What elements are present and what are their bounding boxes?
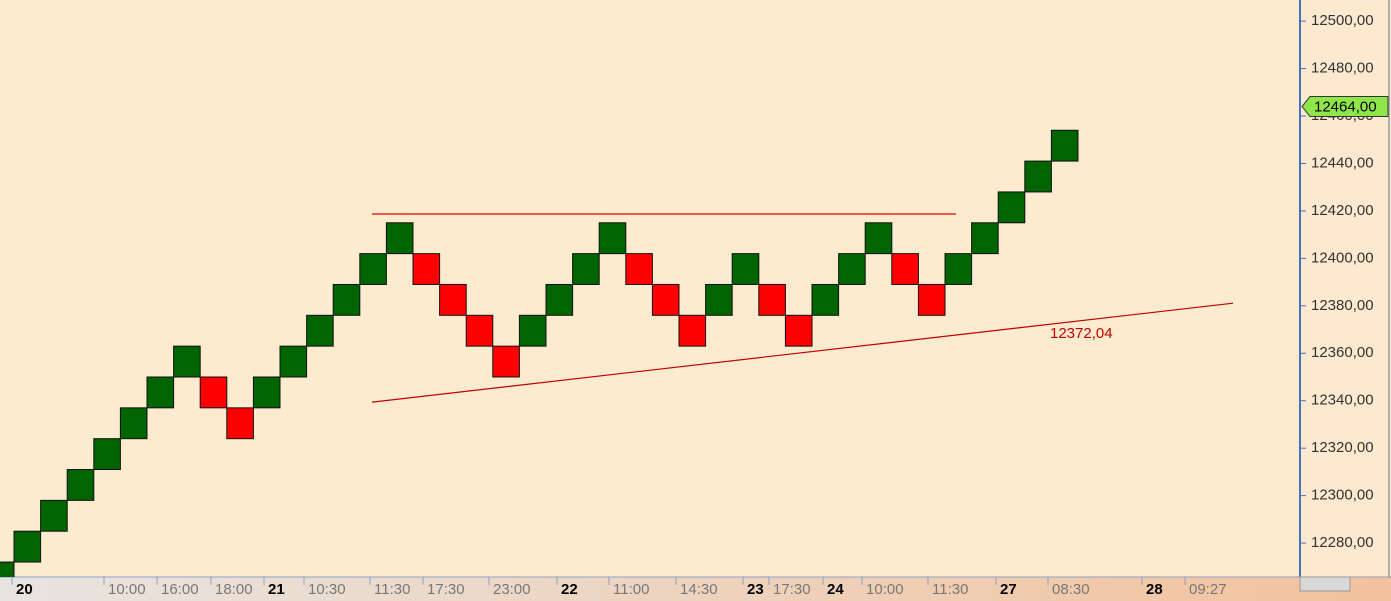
up-brick: [279, 345, 308, 378]
bricks: [0, 129, 1234, 577]
down-brick: [412, 253, 441, 285]
up-brick: [359, 253, 387, 285]
up-brick: [385, 222, 414, 255]
x-tick-label: 14:30: [680, 581, 718, 598]
x-tick-label: 21: [268, 581, 285, 598]
up-brick: [598, 222, 627, 255]
x-tick-label: 10:30: [308, 581, 346, 598]
x-tick-label: 18:00: [215, 581, 253, 598]
up-brick: [1050, 129, 1079, 162]
down-brick: [465, 314, 494, 347]
down-brick: [758, 283, 786, 316]
down-brick: [199, 376, 228, 409]
axes: 12372,04 12280,00 12300,00 12320,00 12340,00…: [11, 12, 1389, 598]
x-tick-label: 22: [561, 581, 578, 598]
y-tick-label: 12420,00: [1311, 202, 1374, 219]
down-brick: [917, 283, 946, 316]
down-brick: [439, 283, 467, 316]
up-brick: [545, 283, 574, 316]
last-price-tag: [1301, 96, 1389, 118]
up-brick: [306, 314, 334, 347]
up-brick: [173, 345, 201, 378]
up-brick: [731, 253, 760, 285]
x-tick-label: 27: [1000, 581, 1017, 598]
up-brick: [93, 438, 121, 471]
trend-label: 12372,04: [1050, 325, 1113, 342]
down-brick: [226, 407, 254, 440]
x-tick-label: 11:30: [374, 581, 410, 598]
x-tick-label: 20: [16, 581, 33, 598]
up-brick: [1024, 160, 1052, 193]
up-brick: [811, 283, 840, 316]
up-brick: [971, 222, 999, 255]
y-tick-label: 12480,00: [1311, 60, 1374, 77]
y-tick-label: 12280,00: [1311, 534, 1374, 551]
up-brick: [13, 530, 42, 563]
up-brick: [838, 253, 866, 285]
up-brick: [572, 253, 600, 285]
up-brick: [119, 407, 148, 440]
last-price-label: 12464,00: [1314, 98, 1377, 115]
down-brick: [492, 345, 520, 378]
x-tick-label: 11:00: [613, 581, 649, 598]
y-tick-label: 12440,00: [1311, 154, 1374, 171]
up-brick: [944, 253, 973, 285]
x-tick-label: 17:30: [773, 581, 811, 598]
up-brick: [146, 376, 175, 409]
y-tick-label: 12300,00: [1311, 487, 1374, 504]
x-axis-panel: [0, 577, 1391, 601]
x-tick-label: 10:00: [108, 581, 146, 598]
x-tick-label: 28: [1146, 581, 1163, 598]
x-tick-label: 23:00: [493, 581, 531, 598]
down-brick: [891, 253, 919, 285]
up-brick: [252, 376, 281, 409]
x-tick-label: 24: [827, 581, 844, 598]
up-brick: [997, 191, 1026, 224]
x-tick-label: 16:00: [161, 581, 199, 598]
x-tick-label: 08:30: [1052, 581, 1090, 598]
y-tick-label: 12500,00: [1311, 12, 1374, 29]
up-brick: [40, 499, 68, 532]
up-brick: [864, 222, 893, 255]
y-tick-label: 12380,00: [1311, 297, 1374, 314]
y-tick-label: 12340,00: [1311, 392, 1374, 409]
x-tick-label: 10:00: [866, 581, 904, 598]
x-tick-label: 09:27: [1189, 581, 1227, 598]
down-brick: [678, 314, 707, 347]
down-brick: [784, 314, 813, 347]
x-tick-label: 23: [747, 581, 764, 598]
up-brick: [66, 469, 95, 501]
up-brick: [332, 283, 361, 316]
down-brick: [625, 253, 653, 285]
down-brick: [651, 283, 680, 316]
trend-line: [371, 302, 1234, 403]
up-brick: [705, 283, 733, 316]
y-tick-label: 12360,00: [1311, 344, 1374, 361]
scroll-buttons[interactable]: [1299, 576, 1351, 592]
up-brick: [0, 561, 15, 577]
y-tick-label: 12400,00: [1311, 249, 1374, 266]
plot-background: [0, 0, 1300, 577]
up-brick: [518, 314, 547, 347]
y-tick-label: 12320,00: [1311, 439, 1374, 456]
x-tick-label: 17:30: [427, 581, 465, 598]
x-tick-label: 11:30: [932, 581, 968, 598]
